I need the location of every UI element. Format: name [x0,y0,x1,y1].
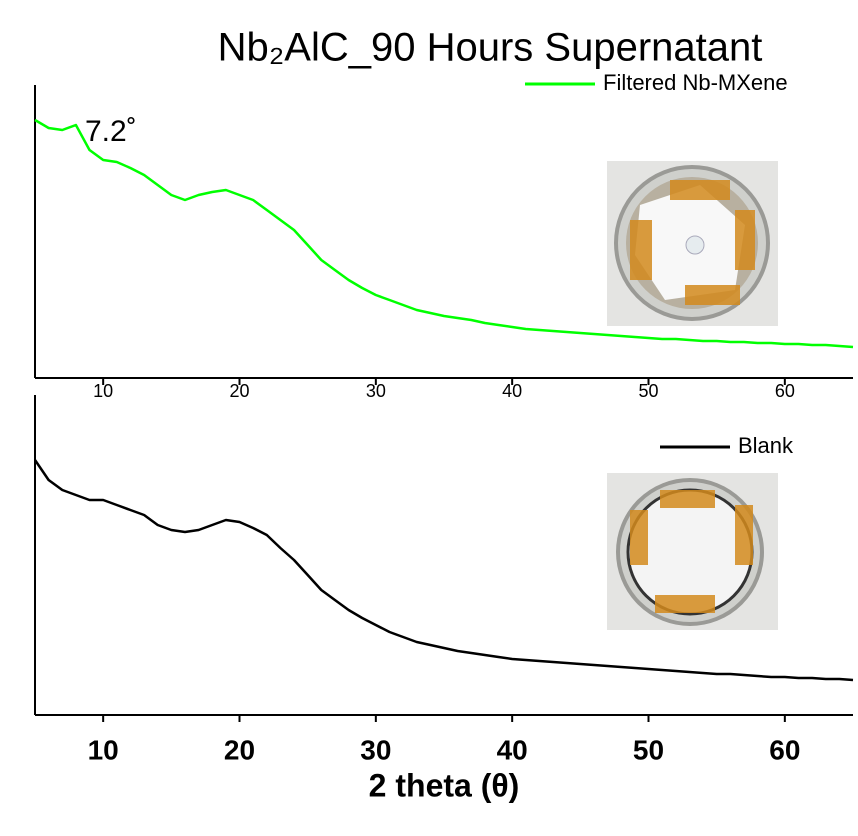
x-tick-label: 20 [229,381,249,401]
annotation: 7.2˚ [85,115,137,148]
x-tick-label: 30 [366,381,386,401]
x-tick-label: 20 [224,734,255,765]
chart-title: Nb₂AlC_90 Hours Supernatant [218,26,763,70]
x-tick-label: 60 [775,381,795,401]
x-tick-label: 40 [502,381,522,401]
data-line [34,118,854,349]
x-tick-label: 30 [360,734,391,765]
x-tick-label: 10 [93,381,113,401]
x-tick-label: 40 [497,734,528,765]
legend-label: Blank [738,433,794,458]
x-axis-label: 2 theta (θ) [369,767,520,803]
x-tick-label: 60 [769,734,800,765]
legend-label: Filtered Nb-MXene [603,70,788,95]
x-tick-label: 10 [88,734,119,765]
photo-blank [607,473,778,630]
data-line [33,459,854,682]
x-tick-label: 50 [638,381,658,401]
photo-mxene [607,161,778,326]
x-tick-label: 50 [633,734,664,765]
